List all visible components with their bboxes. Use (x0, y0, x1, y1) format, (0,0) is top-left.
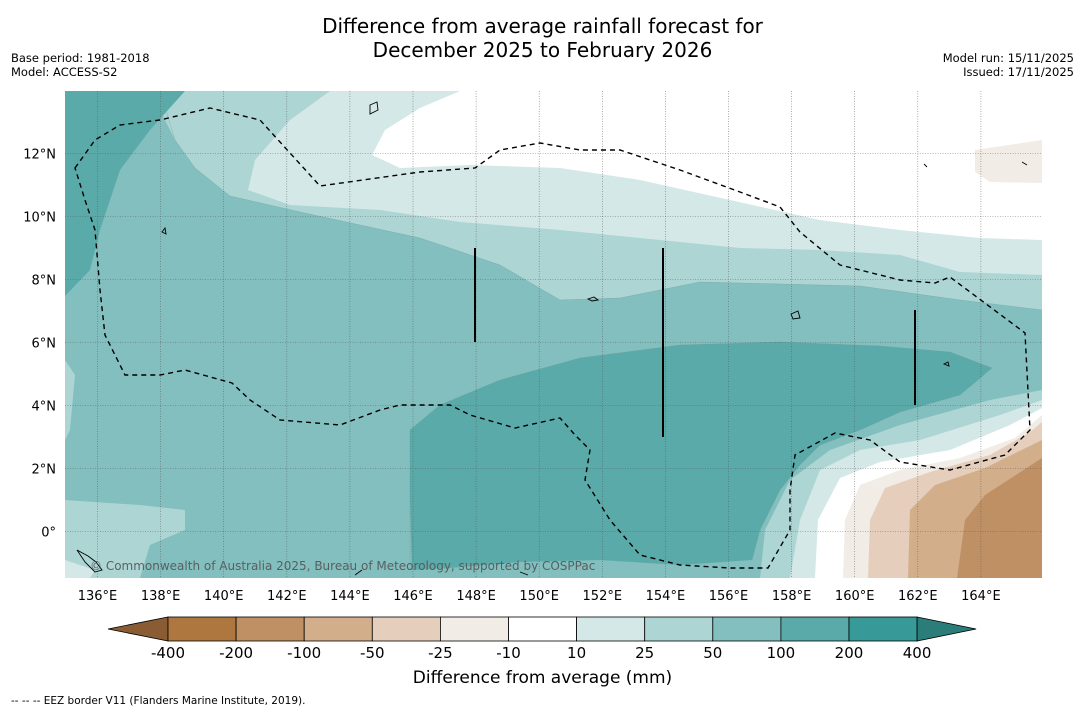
longitude-label: 160°E (835, 589, 875, 604)
colorbar-tick-label: -50 (360, 644, 385, 662)
copyright-text: © Commonwealth of Australia 2025, Bureau… (90, 559, 595, 573)
latitude-label: 0° (41, 526, 56, 541)
colorbar-tick-label: -400 (151, 644, 185, 662)
latitude-label: 12°N (23, 148, 56, 163)
colorbar-segment (167, 616, 237, 642)
colorbar-tick-label: 50 (703, 644, 722, 662)
fill-25-50-southwest (65, 500, 185, 578)
longitude-label: 136°E (78, 589, 118, 604)
longitude-label: 142°E (267, 589, 307, 604)
fill-minus25-minus10-northeast (975, 140, 1042, 183)
colorbar-tick-label: 25 (635, 644, 654, 662)
latitude-labels: 12°N 10°N 8°N 6°N 4°N 2°N 0° (23, 148, 56, 541)
eez-border (74, 107, 1031, 569)
colorbar-segment (235, 616, 305, 642)
islands (76, 101, 1028, 576)
latitude-label: 6°N (32, 337, 57, 352)
page-title: Difference from average rainfall forecas… (0, 14, 1085, 62)
colorbar-tick-label: -10 (496, 644, 521, 662)
colorbar-tick-label: 10 (567, 644, 586, 662)
metadata-left: Base period: 1981-2018 Model: ACCESS-S2 (11, 51, 150, 79)
forecast-bars (474, 248, 916, 437)
colorbar-extend-low (107, 616, 169, 642)
longitude-labels: 136°E 138°E 140°E 142°E 144°E 146°E 148°E 150°E… (78, 589, 1001, 604)
longitude-label: 150°E (519, 589, 559, 604)
longitude-label: 146°E (393, 589, 433, 604)
colorbar-segment (780, 616, 850, 642)
longitude-label: 140°E (204, 589, 244, 604)
model-text: Model: ACCESS-S2 (11, 65, 118, 79)
colorbar-segment (848, 616, 918, 642)
colorbar-tick-label: 400 (903, 644, 932, 662)
colorbar-extend-high (916, 616, 977, 642)
longitude-label: 164°E (961, 589, 1001, 604)
latitude-label: 10°N (23, 211, 56, 226)
fill-100-200-central (410, 342, 992, 570)
longitude-label: 148°E (456, 589, 496, 604)
colorbar-tick-label: 100 (767, 644, 796, 662)
longitude-label: 152°E (583, 589, 623, 604)
latitude-label: 8°N (32, 274, 57, 289)
colorbar: -400 -200 -100 -50 -25 -10 10 25 50 100 200 400 (107, 616, 977, 662)
fill-100-200-west (65, 91, 185, 296)
latitude-label: 2°N (32, 463, 57, 478)
colorbar-segment (303, 616, 373, 642)
longitude-label: 138°E (141, 589, 181, 604)
latitude-label: 4°N (32, 400, 57, 415)
colorbar-title: Difference from average (mm) (412, 668, 673, 688)
base-period-text: Base period: 1981-2018 (11, 51, 150, 65)
eez-footnote: -- -- -- EEZ border V11 (Flanders Marine… (11, 695, 306, 707)
colorbar-tick-label: -200 (219, 644, 253, 662)
fill-minus200-minus100 (957, 458, 1042, 578)
colorbar-segment (508, 616, 577, 642)
model-run-text: Model run: 15/11/2025 (942, 51, 1074, 65)
longitude-label: 144°E (330, 589, 370, 604)
colorbar-tick-label: -25 (428, 644, 453, 662)
colorbar-tick-label: -100 (287, 644, 321, 662)
contour-fill-layer (65, 91, 1042, 578)
longitude-label: 154°E (646, 589, 686, 604)
gridlines (65, 91, 1042, 578)
longitude-label: 162°E (898, 589, 938, 604)
issued-text: Issued: 17/11/2025 (963, 65, 1074, 79)
longitude-label: 158°E (772, 589, 812, 604)
metadata-right: Model run: 15/11/2025 Issued: 17/11/2025 (943, 51, 1074, 79)
title-line-2: December 2025 to February 2026 (372, 38, 713, 62)
colorbar-segment (371, 616, 441, 642)
colorbar-segment (712, 616, 782, 642)
title-line-1: Difference from average rainfall forecas… (322, 14, 763, 38)
longitude-label: 156°E (709, 589, 749, 604)
colorbar-segment (644, 616, 714, 642)
colorbar-segment (576, 616, 646, 642)
colorbar-segment (439, 616, 509, 642)
colorbar-tick-label: 200 (835, 644, 864, 662)
fill-near-normal-north (372, 91, 1042, 240)
